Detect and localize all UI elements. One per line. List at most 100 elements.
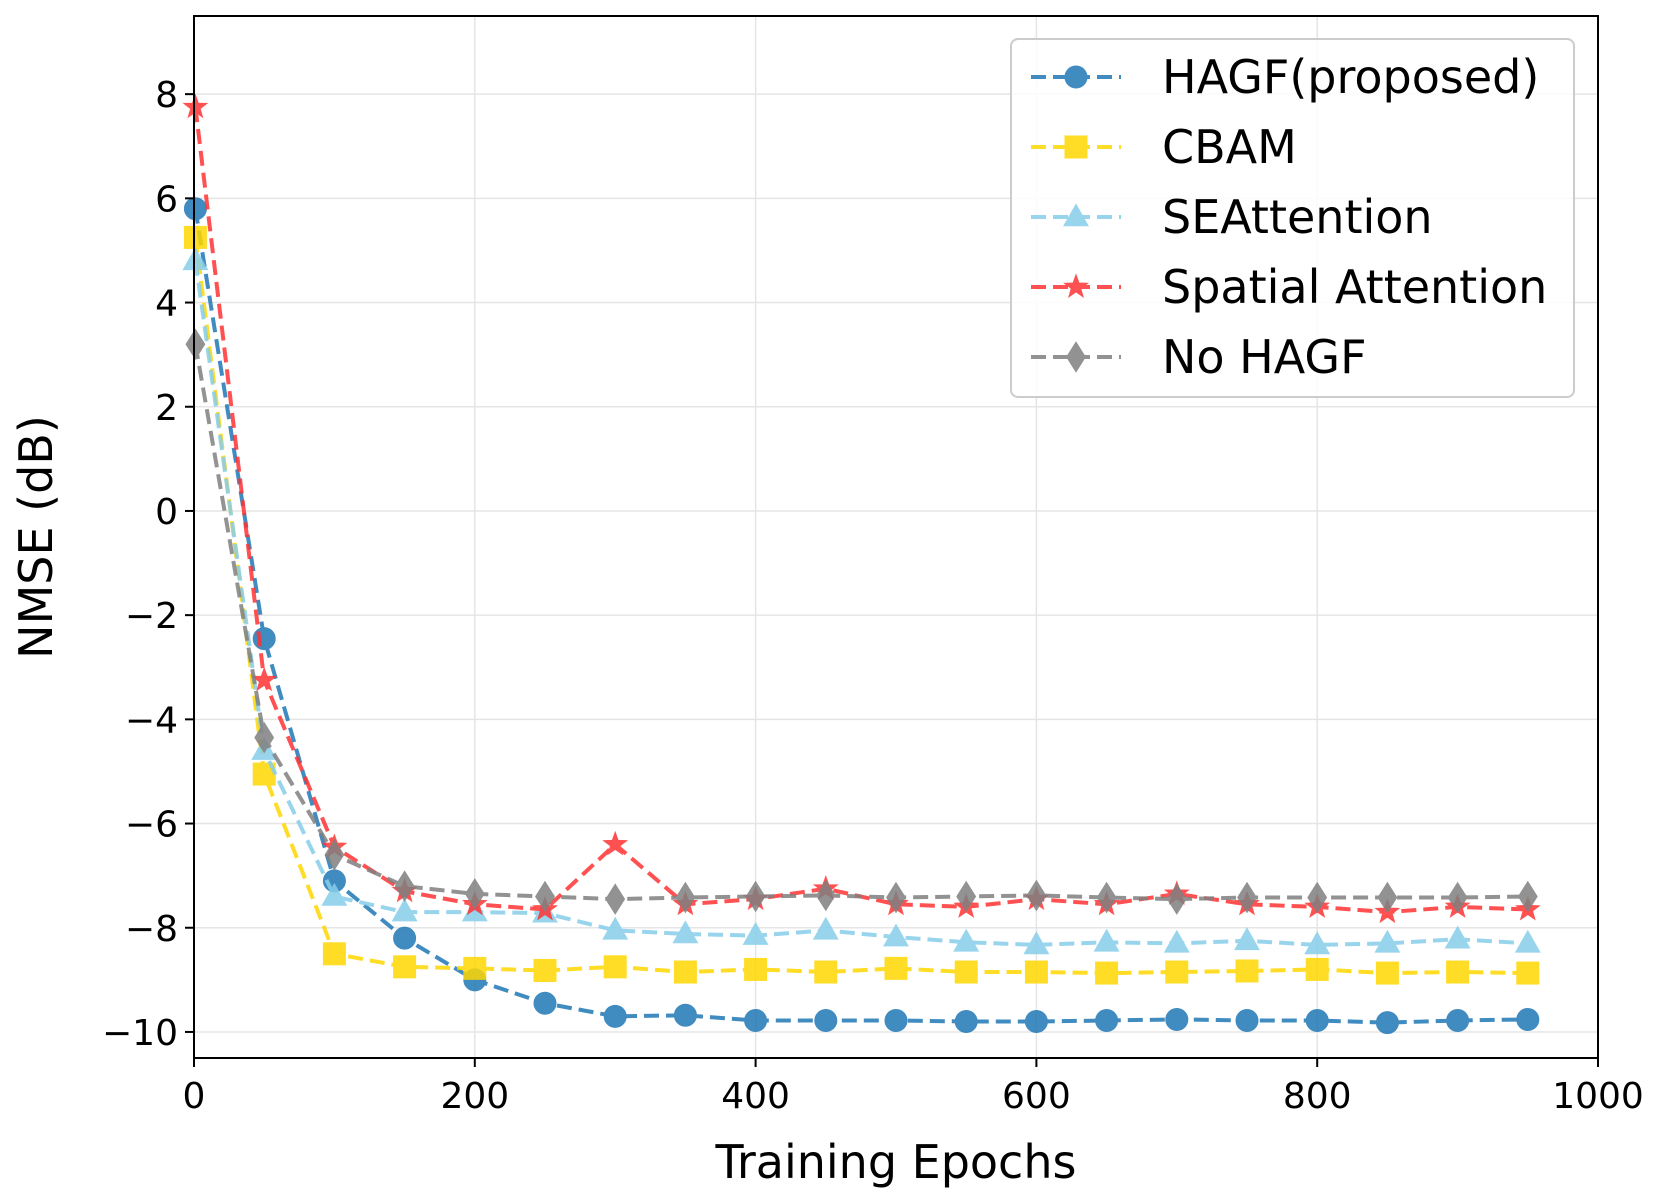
- data-point-hagf-proposed: [673, 1003, 697, 1027]
- data-point-hagf-proposed: [603, 1004, 627, 1028]
- data-point-seattention: [812, 916, 839, 940]
- legend-label: HAGF(proposed): [1162, 50, 1539, 104]
- data-point-seattention: [182, 247, 209, 271]
- y-tick-label: 8: [155, 75, 178, 116]
- legend-marker: [1063, 203, 1089, 227]
- y-tick-label: −10: [102, 1013, 178, 1054]
- data-point-hagf-proposed: [1165, 1007, 1189, 1031]
- y-tick-label: −4: [125, 700, 178, 741]
- legend-label: Spatial Attention: [1162, 260, 1547, 314]
- x-tick-label: 200: [440, 1076, 509, 1117]
- y-tick-label: 2: [155, 388, 178, 429]
- data-point-no-hagf: [1166, 883, 1187, 915]
- data-point-hagf-proposed: [252, 627, 276, 651]
- data-point-no-hagf: [886, 881, 906, 914]
- data-point-hagf-proposed: [1024, 1010, 1048, 1034]
- data-point-no-hagf: [1237, 881, 1257, 914]
- data-point-seattention: [1234, 927, 1260, 951]
- data-point-no-hagf: [605, 883, 626, 915]
- data-point-cbam: [814, 960, 838, 984]
- legend: HAGF(proposed) CBAM SEAttention Spatial Att…: [1010, 38, 1575, 398]
- data-point-cbam: [744, 957, 768, 981]
- legend-label: CBAM: [1162, 120, 1297, 174]
- data-point-cbam: [884, 956, 908, 980]
- data-point-spatial-attention: [251, 666, 278, 692]
- x-axis-title: Training Epochs: [715, 1135, 1077, 1189]
- y-tick-label: −8: [125, 909, 178, 950]
- data-point-seattention: [602, 916, 629, 940]
- y-tick-label: −2: [125, 596, 178, 637]
- x-tick-label: 600: [1002, 1076, 1071, 1117]
- data-point-cbam: [1446, 960, 1470, 984]
- series-seattention: [182, 247, 1541, 955]
- data-point-seattention: [742, 921, 769, 945]
- x-tick-label: 1000: [1552, 1076, 1644, 1117]
- data-point-cbam: [673, 960, 697, 984]
- data-point-seattention: [1093, 928, 1120, 952]
- x-tick-label: 0: [183, 1076, 206, 1117]
- data-point-no-hagf: [1517, 880, 1538, 913]
- data-point-seattention: [883, 923, 909, 947]
- y-tick-label: 6: [155, 179, 178, 220]
- axis-ticks: 0 200 400 600 800 1000 8 6 4 2 0 −2 −4 −6 −8 −10: [102, 75, 1644, 1117]
- data-point-hagf-proposed: [1235, 1008, 1259, 1032]
- data-point-hagf-proposed: [1446, 1008, 1470, 1032]
- data-point-seattention: [391, 898, 418, 922]
- data-point-seattention: [1023, 931, 1050, 955]
- legend-marker: [1064, 65, 1088, 89]
- data-point-cbam: [1375, 961, 1399, 985]
- data-point-cbam: [463, 956, 487, 980]
- legend-marker: [1063, 273, 1089, 299]
- legend-entry-hagf-proposed: [1031, 65, 1121, 89]
- y-axis-title: NMSE (dB): [9, 415, 63, 659]
- data-point-no-hagf: [324, 839, 345, 871]
- legend-entry-spatial-attention: [1031, 273, 1121, 299]
- x-tick-label: 400: [721, 1076, 790, 1117]
- data-point-seattention: [1163, 929, 1190, 953]
- legend-entry-no-hagf: [1031, 341, 1121, 373]
- data-point-cbam: [1095, 961, 1119, 985]
- data-point-no-hagf: [956, 880, 977, 913]
- legend-marker: [1066, 341, 1086, 373]
- data-point-hagf-proposed: [814, 1008, 838, 1032]
- data-point-hagf-proposed: [1305, 1008, 1329, 1032]
- data-point-hagf-proposed: [183, 197, 207, 221]
- y-tick-label: 4: [155, 284, 178, 325]
- x-tick-label: 800: [1283, 1076, 1352, 1117]
- data-point-cbam: [183, 225, 207, 249]
- data-point-cbam: [1516, 961, 1540, 985]
- data-point-no-hagf: [1447, 881, 1468, 914]
- legend-label: No HAGF: [1162, 330, 1367, 384]
- data-point-cbam: [954, 960, 978, 984]
- plot-frame: [193, 15, 1599, 1059]
- series-line-hagf-proposed: [193, 208, 1528, 1025]
- data-point-cbam: [533, 958, 557, 982]
- data-point-no-hagf: [1307, 881, 1328, 914]
- legend-entry-cbam: [1031, 135, 1121, 159]
- data-point-no-hagf: [815, 879, 836, 912]
- data-point-seattention: [672, 920, 699, 944]
- legend-marker: [1064, 135, 1088, 159]
- data-point-hagf-proposed: [1095, 1008, 1119, 1032]
- data-point-no-hagf: [675, 881, 696, 914]
- data-point-cbam: [322, 942, 346, 966]
- series-cbam: [183, 225, 1540, 985]
- data-point-no-hagf: [535, 880, 555, 913]
- data-point-hagf-proposed: [744, 1008, 768, 1032]
- data-point-seattention: [321, 882, 348, 906]
- data-point-no-hagf: [1026, 879, 1047, 912]
- series-line-seattention: [193, 260, 1528, 947]
- data-point-seattention: [953, 928, 980, 952]
- data-point-cbam: [603, 955, 627, 979]
- data-point-seattention: [1514, 929, 1541, 953]
- data-point-seattention: [1374, 929, 1401, 953]
- data-point-seattention: [1444, 925, 1471, 949]
- data-point-cbam: [1165, 960, 1189, 984]
- data-point-seattention: [1304, 931, 1331, 955]
- data-point-cbam: [1235, 959, 1259, 983]
- data-point-hagf-proposed: [954, 1010, 978, 1034]
- y-tick-label: 0: [155, 492, 178, 533]
- series-line-no-hagf: [193, 343, 1528, 902]
- data-point-hagf-proposed: [1375, 1011, 1399, 1035]
